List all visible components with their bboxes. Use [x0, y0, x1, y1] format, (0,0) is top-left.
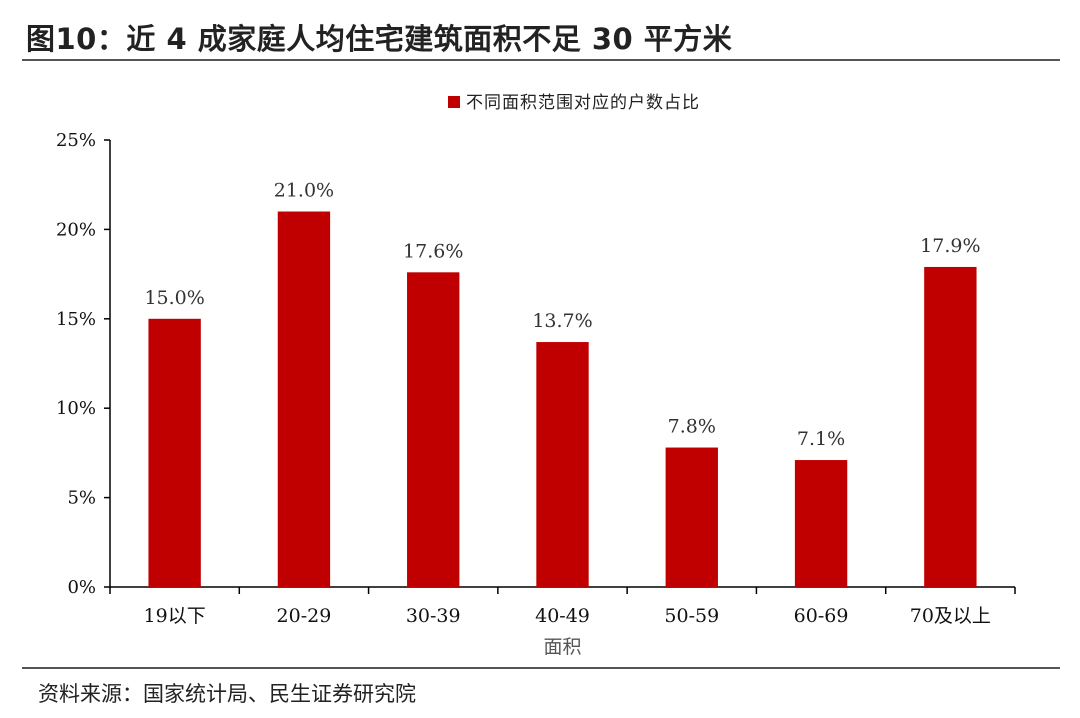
x-tick-label: 20-29	[277, 605, 332, 627]
x-tick-label: 40-49	[535, 605, 590, 627]
data-label: 15.0%	[144, 287, 204, 309]
bar	[277, 211, 331, 587]
data-label: 21.0%	[274, 180, 334, 202]
x-tick-label: 19以下	[144, 605, 206, 627]
bar	[148, 318, 201, 587]
title-divider	[22, 59, 1060, 61]
x-tick-label: 70及以上	[910, 605, 991, 627]
y-tick-label: 10%	[56, 398, 96, 419]
y-tick-label: 25%	[56, 130, 96, 151]
y-tick-label: 20%	[56, 219, 96, 240]
bar	[794, 460, 848, 587]
y-tick-label: 15%	[56, 309, 96, 330]
bar	[924, 266, 977, 587]
data-label: 7.1%	[797, 428, 845, 450]
x-tick-label: 30-39	[406, 605, 461, 627]
y-tick-label: 5%	[67, 488, 96, 509]
legend-label: 不同面积范围对应的户数占比	[466, 93, 700, 113]
data-label: 17.6%	[403, 240, 463, 262]
bar	[407, 272, 460, 587]
data-label: 17.9%	[920, 235, 980, 257]
legend: 不同面积范围对应的户数占比	[448, 93, 700, 113]
x-tick-label: 50-59	[664, 605, 719, 627]
source-divider	[22, 667, 1060, 669]
figure-title: 图10：近 4 成家庭人均住宅建筑面积不足 30 平方米	[26, 22, 733, 56]
x-tick-label: 60-69	[794, 605, 849, 627]
legend-swatch	[448, 96, 460, 108]
data-label: 7.8%	[668, 416, 716, 438]
data-label: 13.7%	[532, 310, 592, 332]
source-note: 资料来源：国家统计局、民生证券研究院	[38, 682, 416, 706]
bar	[665, 447, 718, 587]
y-tick-label: 0%	[67, 577, 96, 598]
x-axis-title: 面积	[543, 636, 581, 658]
bar	[536, 342, 589, 587]
